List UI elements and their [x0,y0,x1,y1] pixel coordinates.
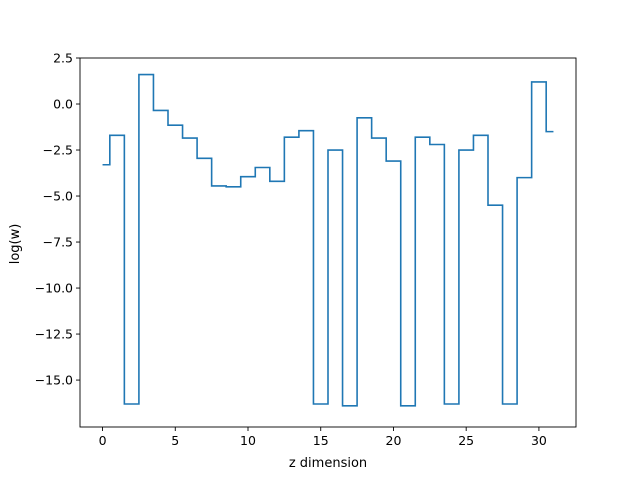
x-tick-label: 10 [240,433,256,448]
y-tick-label: −15.0 [35,373,73,388]
x-tick-label: 25 [458,433,474,448]
y-tick-label: −2.5 [43,143,73,158]
series-line-0 [102,73,554,407]
x-tick-label: 15 [313,433,329,448]
x-tick-label: 5 [171,433,179,448]
x-axis-label: z dimension [289,456,367,471]
y-tick-label: −5.0 [43,189,73,204]
y-tick-label: −10.0 [35,281,73,296]
x-tick-label: 20 [386,433,402,448]
plot-area [102,73,554,407]
axes: 0 5 10 15 20 25 30 2.5 0.0 −2.5 −5.0 −7.5 −10.0 −12.5… [35,51,577,448]
x-tick-label: 0 [99,433,107,448]
y-tick-label: 0.0 [53,97,73,112]
plot-frame [79,57,577,428]
y-tick-label: 2.5 [53,51,73,66]
y-axis-label: log(w) [8,224,23,265]
y-tick-label: −12.5 [35,327,73,342]
y-tick-label: −7.5 [43,235,73,250]
x-tick-label: 30 [531,433,547,448]
